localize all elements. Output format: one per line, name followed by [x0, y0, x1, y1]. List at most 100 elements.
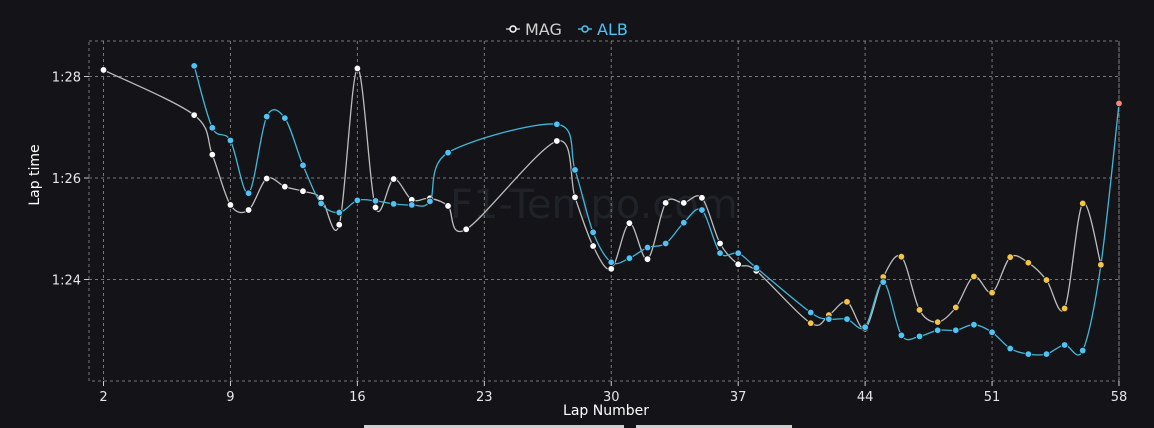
data-point-mag[interactable]	[389, 175, 398, 183]
data-point-mag[interactable]	[625, 219, 634, 227]
data-point-alb[interactable]	[625, 254, 634, 262]
data-point-alb[interactable]	[661, 239, 670, 248]
data-point-alb[interactable]	[317, 199, 325, 208]
data-point-mag[interactable]	[208, 150, 217, 159]
data-point-mag[interactable]	[299, 187, 307, 195]
legend-item-alb[interactable]: ALB	[578, 20, 628, 39]
data-point-mag[interactable]	[226, 201, 235, 209]
data-point-alb[interactable]	[807, 308, 815, 317]
data-point-mag[interactable]	[444, 202, 452, 210]
data-point-mag[interactable]	[589, 242, 597, 250]
data-point-alb[interactable]	[680, 218, 688, 227]
data-point-alb[interactable]	[408, 201, 416, 209]
data-point-alb[interactable]	[952, 326, 960, 334]
data-point-alb[interactable]	[553, 120, 561, 128]
bottom-tab-right[interactable]	[636, 425, 792, 428]
x-tick-label: 44	[857, 390, 874, 405]
data-point-mag[interactable]	[281, 182, 289, 191]
data-point-alb[interactable]	[1024, 350, 1033, 358]
data-point-alb[interactable]	[1006, 344, 1014, 353]
data-point-mag[interactable]	[1042, 276, 1051, 284]
data-point-alb[interactable]	[915, 332, 924, 341]
data-point-mag[interactable]	[353, 64, 362, 73]
data-point-alb[interactable]	[970, 320, 978, 329]
data-point-alb[interactable]	[353, 196, 362, 205]
data-point-alb[interactable]	[1097, 261, 1105, 269]
watermark-text: F1-Tempo.com	[450, 182, 738, 228]
data-point-alb[interactable]	[244, 189, 253, 197]
data-point-mag[interactable]	[661, 199, 670, 207]
data-point-alb[interactable]	[426, 197, 434, 206]
data-point-mag[interactable]	[643, 255, 652, 263]
legend-item-mag[interactable]: MAG	[506, 20, 562, 39]
data-point-mag[interactable]	[915, 306, 924, 314]
data-point-mag[interactable]	[99, 66, 108, 74]
data-point-alb[interactable]	[444, 148, 452, 157]
data-point-alb[interactable]	[389, 200, 398, 208]
data-point-alb[interactable]	[607, 258, 615, 266]
data-point-alb[interactable]	[825, 315, 833, 323]
data-point-mag[interactable]	[1060, 304, 1069, 313]
bottom-tab-left[interactable]	[364, 425, 624, 428]
data-point-mag[interactable]	[680, 199, 688, 207]
data-point-mag[interactable]	[263, 174, 271, 183]
x-tick-label: 23	[476, 390, 493, 405]
data-point-alb[interactable]	[843, 315, 851, 323]
data-point-alb[interactable]	[716, 249, 724, 257]
data-point-mag[interactable]	[970, 272, 978, 281]
data-point-alb[interactable]	[988, 328, 996, 336]
data-point-alb[interactable]	[933, 326, 942, 334]
data-point-mag[interactable]	[698, 194, 706, 202]
data-point-alb[interactable]	[371, 197, 380, 205]
data-point-mag[interactable]	[462, 225, 470, 233]
data-point-alb[interactable]	[752, 264, 761, 272]
data-point-alb[interactable]	[299, 161, 307, 170]
data-point-mag[interactable]	[952, 303, 960, 312]
data-point-alb[interactable]	[281, 114, 289, 122]
data-point-alb[interactable]	[208, 124, 217, 132]
data-point-alb[interactable]	[1079, 346, 1087, 355]
data-point-mag[interactable]	[553, 137, 561, 145]
data-point-mag[interactable]	[571, 193, 579, 201]
grid-layer	[88, 40, 1120, 382]
data-point-mag[interactable]	[244, 206, 253, 214]
data-point-alb[interactable]	[1042, 350, 1051, 358]
data-point-mag[interactable]	[1079, 199, 1087, 208]
data-point-alb[interactable]	[1060, 341, 1069, 349]
data-point-alb[interactable]	[263, 112, 271, 121]
data-point-alb[interactable]	[643, 243, 652, 252]
data-point-alb[interactable]	[879, 278, 887, 286]
data-point-mag[interactable]	[988, 289, 996, 297]
data-point-mag[interactable]	[807, 319, 815, 327]
data-point-mag[interactable]	[1024, 259, 1033, 267]
data-point-mag[interactable]	[734, 260, 742, 268]
data-point-alb[interactable]	[1115, 99, 1123, 108]
data-point-alb[interactable]	[226, 136, 235, 145]
legend-mag-label: MAG	[525, 20, 562, 39]
data-point-alb[interactable]	[589, 228, 597, 237]
x-tick-label: 58	[1111, 390, 1128, 405]
data-point-alb[interactable]	[190, 62, 198, 70]
y-tick-label: 1:24	[52, 274, 81, 289]
data-point-mag[interactable]	[716, 239, 724, 248]
legend[interactable]: MAG ALB	[506, 20, 628, 39]
data-point-alb[interactable]	[897, 331, 906, 340]
x-tick-label: 51	[984, 390, 1001, 405]
data-point-mag[interactable]	[843, 298, 851, 306]
data-point-alb[interactable]	[734, 249, 742, 257]
axis-layer: 2 9 16 23 30 37 44 51 58 1:24 1:26 1:28	[52, 71, 1127, 405]
data-point-mag[interactable]	[1006, 253, 1014, 261]
data-point-alb[interactable]	[861, 323, 869, 331]
data-point-alb[interactable]	[335, 208, 343, 217]
series-alb	[190, 62, 1123, 358]
data-point-mag[interactable]	[897, 252, 906, 261]
data-point-alb[interactable]	[698, 206, 706, 214]
legend-alb-marker-icon	[581, 25, 589, 33]
data-point-mag[interactable]	[190, 111, 198, 119]
data-point-mag[interactable]	[933, 318, 942, 326]
data-point-mag[interactable]	[335, 221, 343, 229]
data-point-alb[interactable]	[571, 166, 579, 174]
data-point-mag[interactable]	[607, 265, 615, 273]
data-point-mag[interactable]	[371, 203, 380, 212]
series-layer	[99, 62, 1123, 358]
